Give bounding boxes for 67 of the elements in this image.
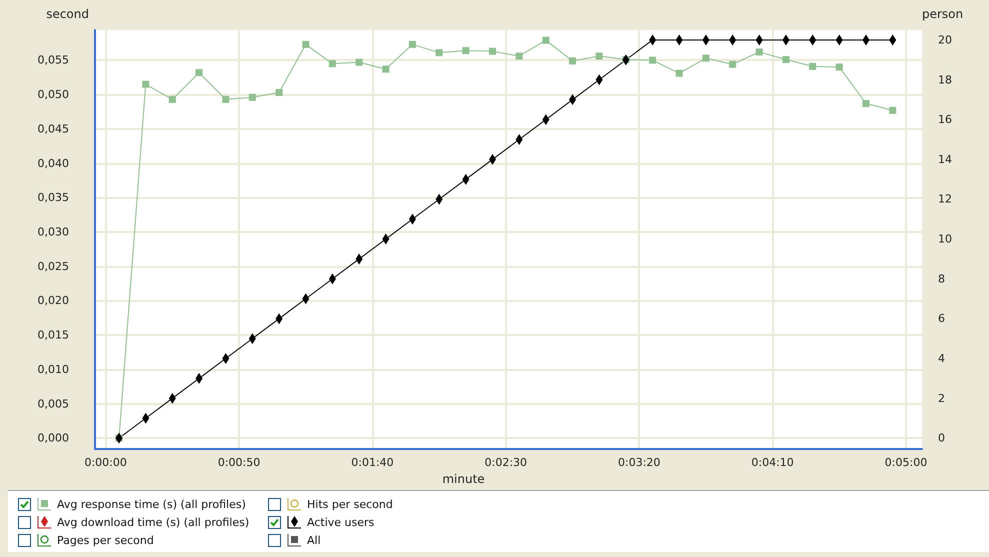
point <box>809 62 816 70</box>
y2-tick-label: 0 <box>938 432 945 445</box>
point <box>649 56 656 64</box>
point <box>756 48 763 56</box>
y-tick-label: 0,005 <box>38 397 69 410</box>
y-tick-label: 0,020 <box>38 294 69 308</box>
point <box>142 80 150 88</box>
point <box>516 52 523 60</box>
point <box>889 106 896 114</box>
y2-tick-label: 20 <box>938 33 952 46</box>
y2-tick-label: 6 <box>938 312 945 326</box>
y2-axis-title: person <box>922 7 964 21</box>
point <box>542 36 550 44</box>
y-tick-label: 0,035 <box>38 191 69 204</box>
point <box>302 40 310 48</box>
y-tick-label: 0,000 <box>38 432 69 445</box>
legend-label: Pages per second <box>57 534 154 546</box>
point <box>436 49 443 56</box>
point <box>276 89 283 96</box>
y-axis-title: second <box>46 7 89 21</box>
y2-tick-label: 18 <box>938 73 952 86</box>
y-tick-label: 0,010 <box>38 362 69 376</box>
legend-label: Active users <box>307 516 374 528</box>
point <box>168 96 176 103</box>
legend-label: All <box>307 534 321 546</box>
x-tick-label: 0:00:50 <box>218 456 260 470</box>
x-tick-label: 0:05:00 <box>884 456 928 470</box>
y-tick-label: 0,055 <box>38 54 69 67</box>
point <box>408 40 416 48</box>
y2-tick-label: 10 <box>938 232 952 246</box>
y-tick-label: 0,045 <box>38 122 69 136</box>
x-axis-title: minute <box>442 472 485 486</box>
point <box>222 96 230 103</box>
legend-label: Avg download time (s) (all profiles) <box>57 516 250 528</box>
legend-label: Hits per second <box>307 498 393 510</box>
y2-tick-label: 8 <box>938 272 945 286</box>
point <box>382 66 390 73</box>
y2-tick-label: 4 <box>938 352 945 366</box>
point <box>328 60 336 68</box>
y2-tick-label: 14 <box>938 152 952 166</box>
point <box>569 57 576 64</box>
x-tick-label: 0:03:20 <box>618 456 660 470</box>
point <box>488 48 496 55</box>
y2-tick-label: 16 <box>938 113 952 126</box>
legend-label: Avg response time (s) (all profiles) <box>57 498 246 510</box>
point <box>676 70 683 77</box>
point <box>729 60 736 68</box>
x-tick-label: 0:02:30 <box>484 456 528 470</box>
y-tick-label: 0,030 <box>38 225 69 238</box>
point <box>596 52 603 60</box>
point <box>356 58 363 66</box>
y-tick-label: 0,015 <box>38 328 69 342</box>
y-tick-label: 0,040 <box>38 156 69 170</box>
point <box>862 100 870 108</box>
point <box>782 56 790 64</box>
x-tick-label: 0:01:40 <box>351 456 394 470</box>
point <box>836 64 843 71</box>
y2-tick-label: 2 <box>938 392 945 405</box>
y-tick-label: 0,050 <box>38 88 69 102</box>
point <box>248 94 256 101</box>
point <box>462 47 470 54</box>
point <box>196 69 203 76</box>
x-tick-label: 0:04:10 <box>751 456 794 470</box>
y-tick-label: 0,025 <box>38 260 69 273</box>
point <box>702 54 710 62</box>
x-tick-label: 0:00:00 <box>84 456 127 470</box>
y2-tick-label: 12 <box>938 192 952 206</box>
